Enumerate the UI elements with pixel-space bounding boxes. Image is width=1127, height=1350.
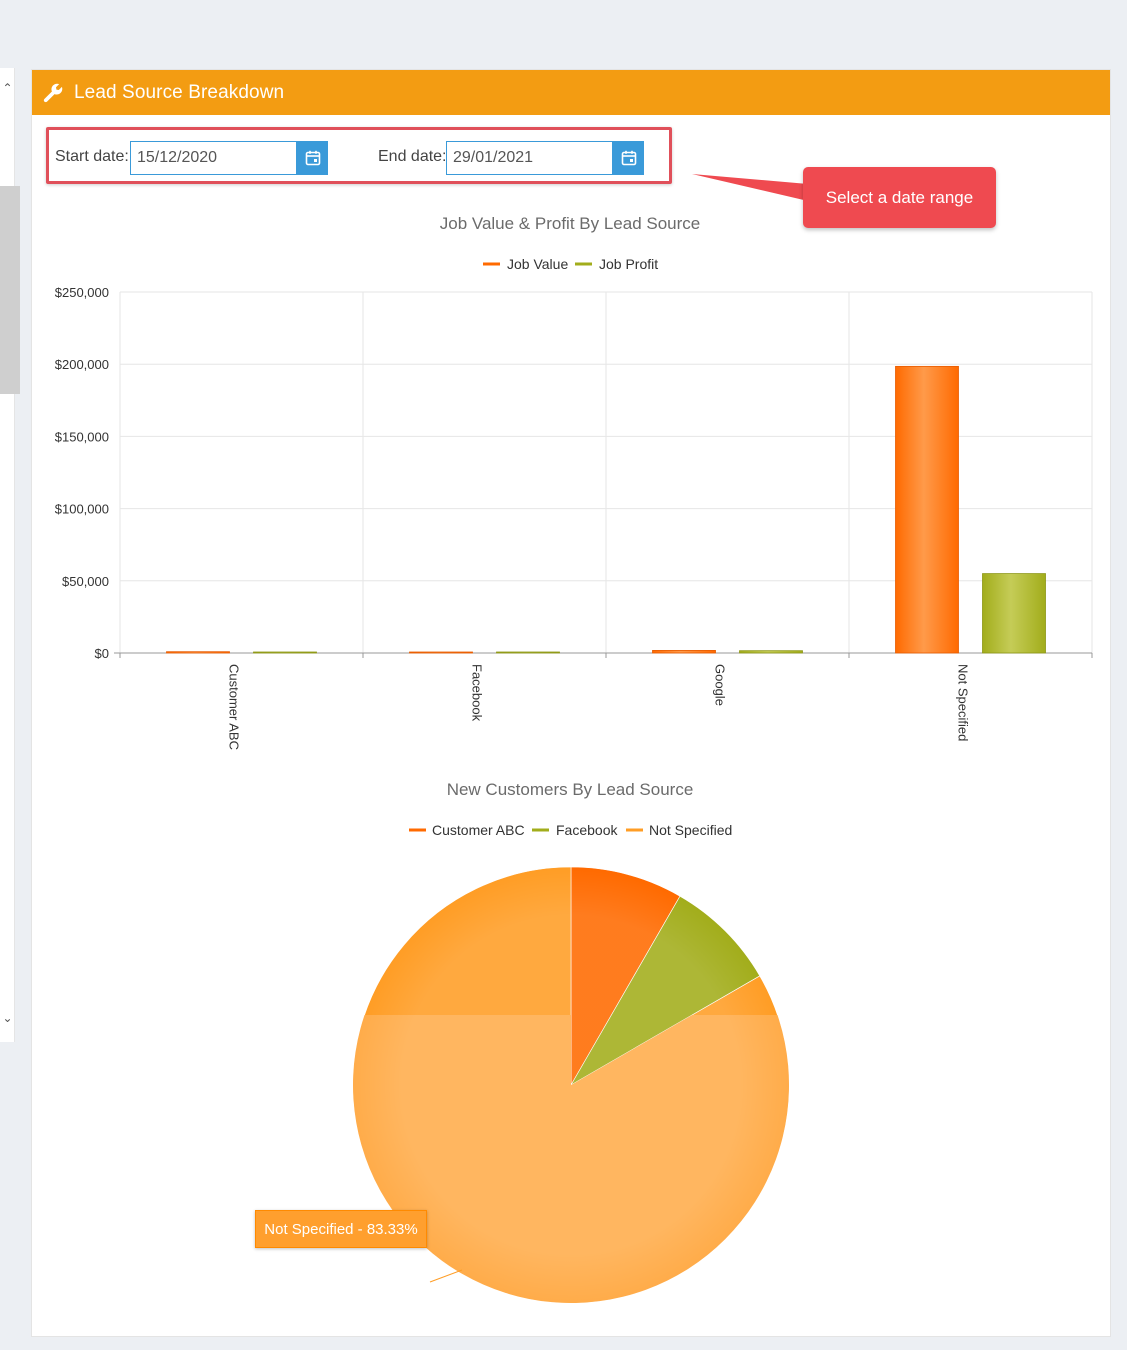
legend-label-job-profit: Job Profit: [599, 256, 658, 272]
bar-job-value[interactable]: [409, 651, 473, 654]
start-date-calendar-button[interactable]: [297, 141, 328, 175]
bar-job-value[interactable]: [652, 650, 716, 654]
panel-title: Lead Source Breakdown: [74, 81, 285, 103]
x-tick-label: Facebook: [470, 664, 485, 722]
y-tick-label: $150,000: [55, 429, 109, 444]
x-tick-label: Google: [713, 664, 728, 706]
callout-text: Select a date range: [825, 187, 974, 207]
start-date-label: Start date:: [55, 148, 129, 165]
bar-chart-title: Job Value & Profit By Lead Source: [440, 214, 701, 233]
job-value-profit-chart: Job Value & Profit By Lead Source Job Va…: [55, 214, 1093, 750]
legend-label-job-value: Job Value: [507, 256, 568, 272]
wrench-icon: [43, 83, 63, 102]
scroll-down-icon[interactable]: ⌄: [2, 1011, 13, 1025]
bar-job-profit[interactable]: [739, 650, 803, 654]
panel-header: Lead Source Breakdown: [32, 70, 1110, 115]
bar-job-profit[interactable]: [496, 651, 560, 654]
date-range-filter: Start date: End date:: [46, 127, 672, 184]
x-tick-label: Not Specified: [956, 664, 971, 741]
date-range-callout: Select a date range: [803, 167, 996, 228]
end-date-calendar-button[interactable]: [613, 141, 644, 175]
y-tick-label: $100,000: [55, 502, 109, 517]
y-tick-label: $200,000: [55, 357, 109, 372]
pie-data-label-not-specified: Not Specified - 83.33%: [255, 1210, 427, 1248]
page-scrollbar[interactable]: ⌃ ⌄: [0, 68, 20, 1042]
bar-job-value[interactable]: [895, 365, 959, 654]
y-tick-label: $250,000: [55, 285, 109, 300]
end-date-label: End date:: [378, 148, 447, 165]
x-tick-label: Customer ABC: [227, 664, 242, 750]
bar-job-profit[interactable]: [253, 651, 317, 654]
end-date-input[interactable]: [446, 141, 613, 175]
calendar-icon: [305, 150, 320, 166]
scroll-thumb[interactable]: [0, 186, 20, 394]
bar-job-profit[interactable]: [982, 573, 1046, 654]
bar-job-value[interactable]: [166, 651, 230, 654]
calendar-icon: [621, 150, 636, 166]
y-tick-label: $50,000: [62, 574, 109, 589]
start-date-input[interactable]: [130, 141, 297, 175]
bar-chart-legend: Job Value Job Profit: [483, 256, 658, 272]
y-tick-label: $0: [95, 646, 109, 661]
scroll-up-icon[interactable]: ⌃: [2, 81, 13, 95]
